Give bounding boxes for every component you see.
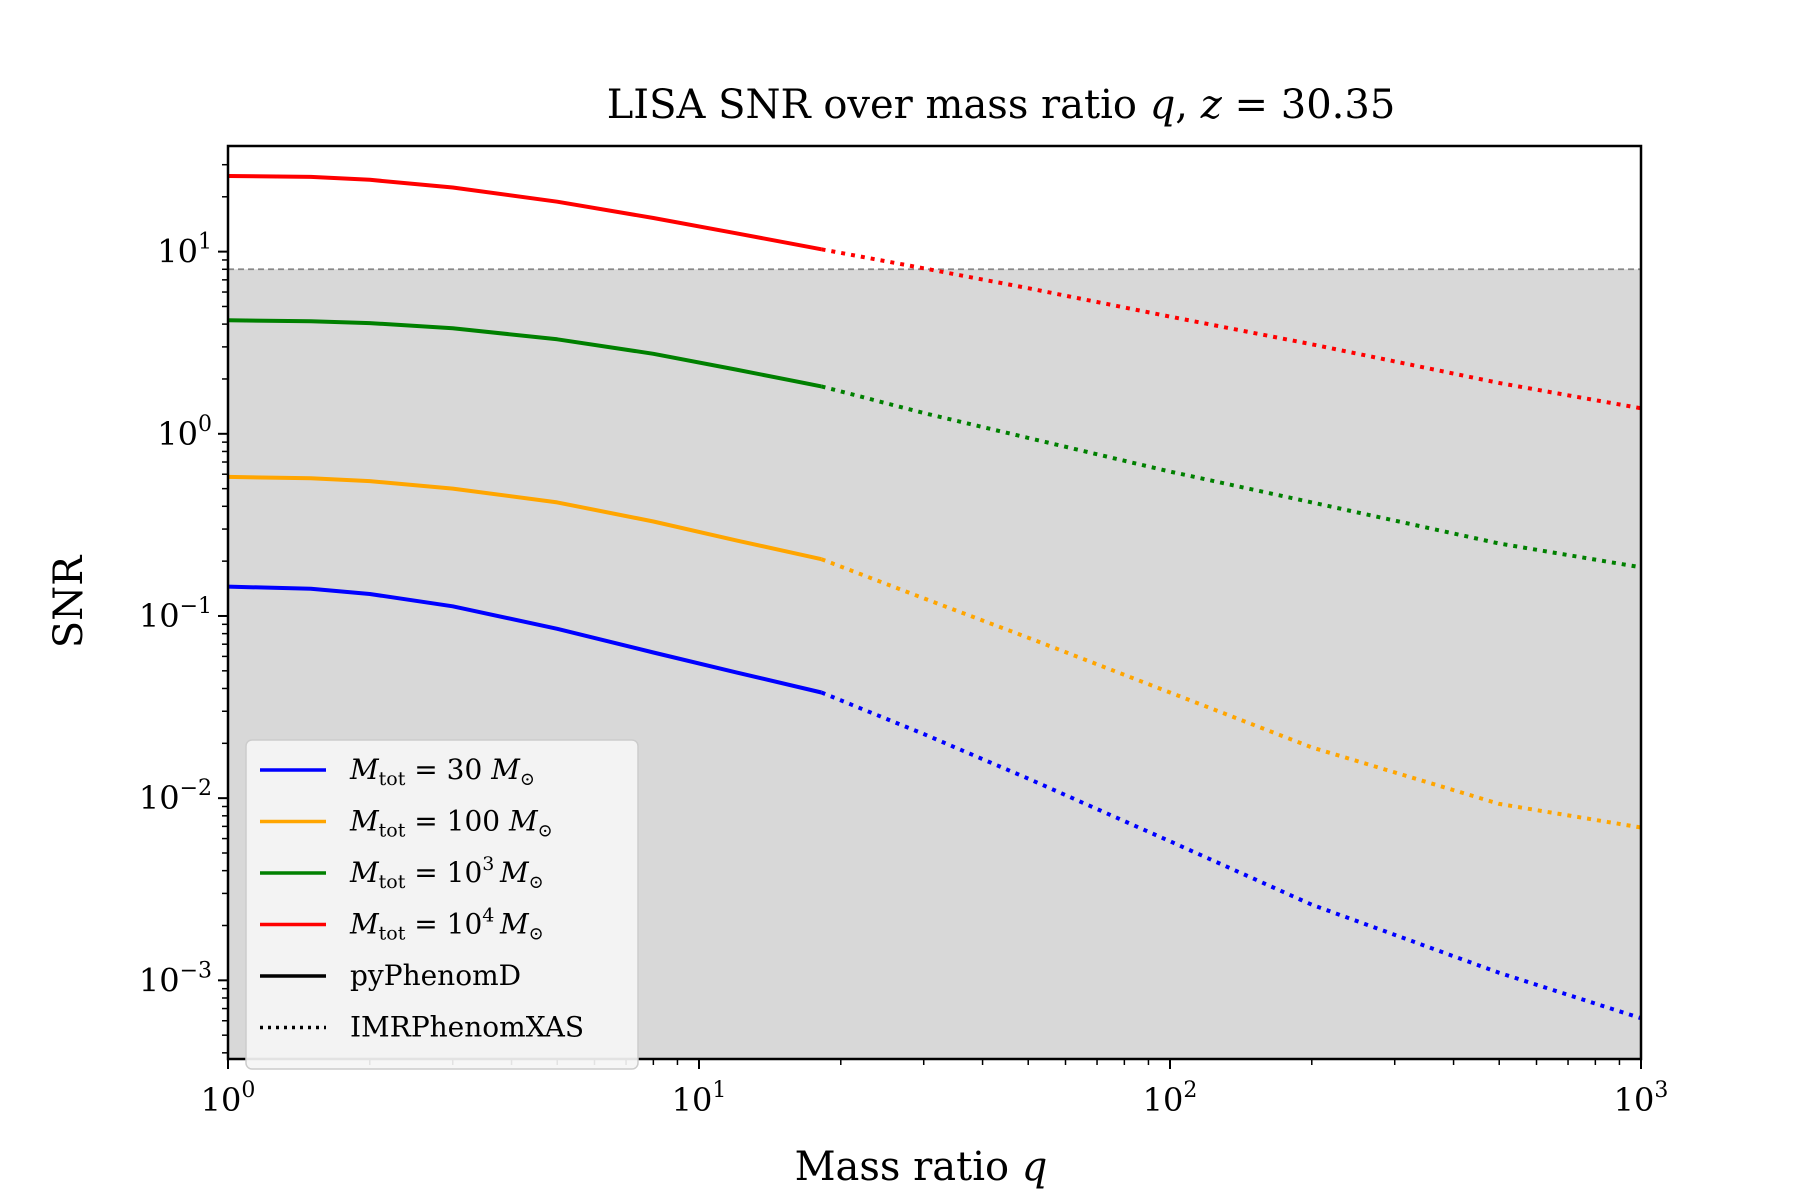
- legend-label: Mtot = 103 M⊙: [349, 853, 544, 893]
- y-tick-exp: −1: [180, 594, 212, 619]
- legend-label-value: = 10: [405, 856, 482, 889]
- series-3: [227, 318, 1642, 570]
- y-tick-label: 101: [157, 230, 212, 271]
- x-tick-exp: 2: [1183, 1078, 1197, 1103]
- title-var-z: z: [1200, 82, 1223, 128]
- legend-label-sun-symbol: ⊙: [529, 924, 544, 945]
- legend: Mtot = 30 M⊙Mtot = 100 M⊙Mtot = 103 M⊙Mt…: [245, 739, 639, 1070]
- legend-label-sun-symbol: ⊙: [529, 872, 544, 893]
- legend-label-m: M: [349, 908, 380, 941]
- y-tick-label: 10−1: [139, 594, 212, 635]
- x-tick-base: 10: [1143, 1081, 1184, 1119]
- series-2-imrphenomxas-line: [820, 557, 1642, 830]
- legend-box: [245, 739, 639, 1070]
- legend-label-sun-symbol: ⊙: [520, 769, 535, 790]
- series-4-pyphenomd-line: [227, 174, 822, 252]
- x-tick-label: 100: [201, 1078, 256, 1119]
- x-tick-label: 102: [1143, 1078, 1198, 1119]
- title-text: LISA SNR over mass ratio: [607, 82, 1150, 128]
- series-2: [227, 474, 1642, 830]
- x-label-text: Mass ratio: [795, 1144, 1022, 1190]
- legend-label-m: M: [349, 856, 380, 889]
- legend-label: pyPhenomD: [350, 959, 521, 992]
- x-tick-exp: 0: [241, 1078, 255, 1103]
- x-tick-base: 10: [1614, 1081, 1655, 1119]
- legend-entry: pyPhenomD: [260, 959, 521, 992]
- title-sep: ,: [1175, 82, 1200, 128]
- legend-label-m: M: [349, 805, 380, 838]
- legend-label-sup: 4: [482, 905, 494, 927]
- y-tick-exp: 1: [198, 230, 212, 255]
- legend-entry: Mtot = 30 M⊙: [260, 753, 535, 790]
- legend-label-m: M: [349, 753, 380, 786]
- legend-entry: Mtot = 103 M⊙: [260, 853, 544, 893]
- title-value: = 30.35: [1222, 82, 1395, 128]
- y-tick-exp: −2: [180, 776, 212, 801]
- legend-label: Mtot = 104 M⊙: [349, 905, 544, 945]
- legend-label-msun: M: [499, 856, 530, 889]
- legend-label-msun: M: [499, 908, 530, 941]
- series-4: [227, 174, 1642, 411]
- legend-label-sup: 3: [482, 853, 494, 875]
- legend-label-sub: tot: [379, 768, 406, 790]
- legend-label: IMRPhenomXAS: [350, 1011, 584, 1044]
- series-2-pyphenomd-line: [227, 474, 822, 562]
- legend-label-value: = 100: [405, 805, 509, 838]
- y-tick-exp: −3: [180, 958, 212, 983]
- series-1-pyphenomd-line: [227, 584, 822, 695]
- legend-label: Mtot = 100 M⊙: [349, 805, 553, 842]
- legend-label-msun: M: [508, 805, 539, 838]
- title-var-q: q: [1150, 82, 1176, 128]
- y-tick-label: 100: [157, 412, 212, 453]
- x-tick-label: 103: [1614, 1078, 1669, 1119]
- legend-entry: Mtot = 100 M⊙: [260, 805, 553, 842]
- legend-label-value: = 30: [405, 753, 491, 786]
- series-3-pyphenomd-line: [227, 318, 822, 389]
- y-tick-label: 10−3: [139, 958, 212, 999]
- legend-label-value: = 10: [405, 908, 482, 941]
- legend-label-sub: tot: [379, 923, 406, 945]
- series-1-imrphenomxas-line: [820, 690, 1642, 1021]
- legend-label: Mtot = 30 M⊙: [349, 753, 535, 790]
- chart-title: LISA SNR over mass ratio q, z = 30.35: [607, 82, 1396, 128]
- legend-label-sun-symbol: ⊙: [538, 821, 553, 842]
- y-tick-label: 10−2: [139, 776, 212, 817]
- x-tick-exp: 1: [712, 1078, 726, 1103]
- x-label-var: q: [1022, 1144, 1048, 1190]
- axes-frame: [226, 144, 1643, 1061]
- legend-label-sub: tot: [379, 820, 406, 842]
- y-axis-label: SNR: [46, 554, 92, 648]
- y-tick-exp: 0: [198, 412, 212, 437]
- series-4-imrphenomxas-line: [821, 247, 1642, 411]
- legend-entry: IMRPhenomXAS: [260, 1011, 584, 1044]
- series-1: [227, 584, 1642, 1021]
- y-tick-base: 10: [157, 233, 198, 271]
- y-tick-base: 10: [157, 415, 198, 453]
- x-tick-label: 101: [672, 1078, 727, 1119]
- x-axis: 100 101 102 103: [201, 1059, 1669, 1119]
- x-axis-label: Mass ratio q: [795, 1144, 1048, 1190]
- y-tick-base: 10: [139, 597, 180, 635]
- legend-label-msun: M: [490, 753, 521, 786]
- legend-label-sub: tot: [379, 871, 406, 893]
- x-tick-base: 10: [201, 1081, 242, 1119]
- y-tick-base: 10: [139, 779, 180, 817]
- y-tick-base: 10: [139, 961, 180, 999]
- legend-entry: Mtot = 104 M⊙: [260, 905, 544, 945]
- x-tick-exp: 3: [1654, 1078, 1668, 1103]
- x-tick-base: 10: [672, 1081, 713, 1119]
